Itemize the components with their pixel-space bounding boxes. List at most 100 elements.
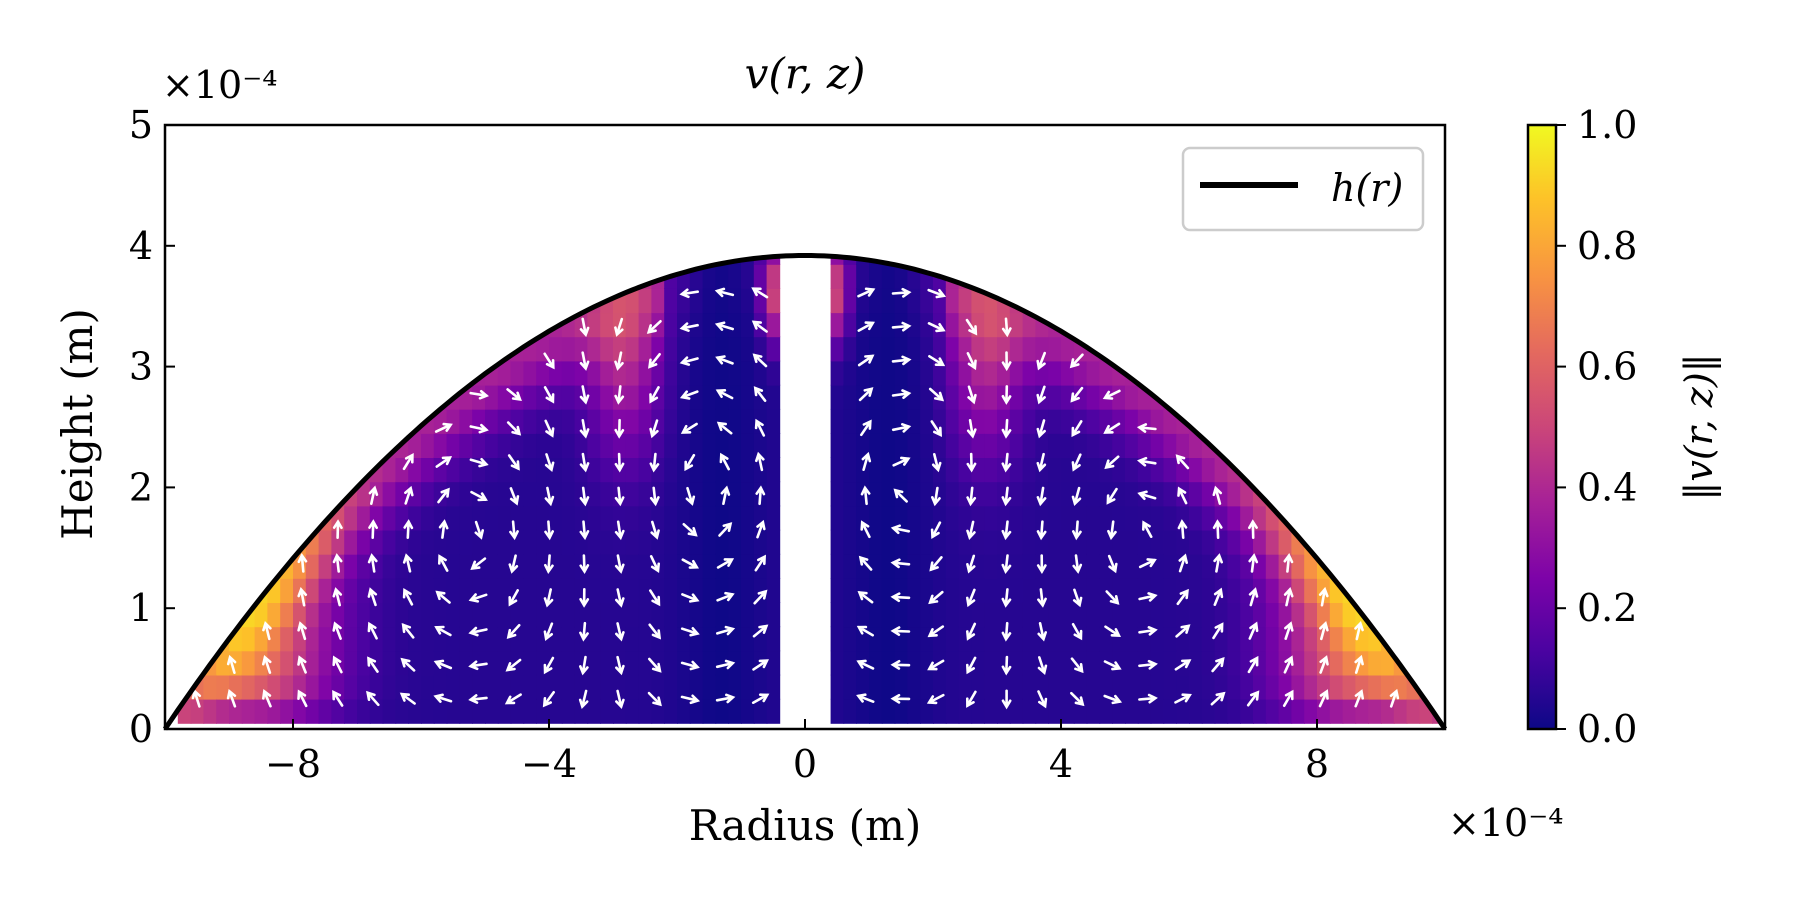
field-cell <box>920 674 934 700</box>
field-cell <box>446 602 461 628</box>
field-cell <box>1048 433 1062 458</box>
field-cell <box>830 650 845 676</box>
field-cell <box>651 384 665 410</box>
field-cell <box>587 626 601 652</box>
field-cell <box>1048 384 1062 410</box>
field-cell <box>728 481 742 507</box>
field-cell <box>677 408 691 434</box>
field-cell <box>357 553 371 579</box>
field-cell <box>421 602 435 628</box>
field-cell <box>357 481 371 507</box>
field-cell <box>664 433 678 458</box>
field-cell <box>869 553 883 579</box>
field-cell <box>216 698 230 724</box>
field-cell <box>1355 578 1369 603</box>
velocity-arrow <box>679 356 699 366</box>
velocity-arrow <box>1036 554 1047 575</box>
velocity-arrow <box>507 454 520 471</box>
field-cell <box>1125 529 1139 555</box>
field-cell <box>728 312 742 338</box>
velocity-arrow <box>649 486 660 507</box>
field-cell <box>1291 578 1305 603</box>
field-cell <box>958 626 973 652</box>
field-cell <box>485 602 499 628</box>
field-cell <box>357 602 371 628</box>
velocity-arrow <box>649 589 661 607</box>
field-cell <box>984 457 998 483</box>
field-cell <box>945 384 960 410</box>
field-cell <box>677 698 691 724</box>
field-cell <box>318 674 333 700</box>
field-cell <box>689 505 704 531</box>
colorbar-tick-label: 0.6 <box>1577 345 1637 389</box>
field-cell <box>1201 602 1216 628</box>
field-cell <box>1048 457 1062 483</box>
field-cell <box>446 529 461 555</box>
field-cell <box>344 553 358 579</box>
field-cell <box>1265 553 1280 579</box>
velocity-arrow <box>891 321 912 332</box>
field-cell <box>907 578 921 603</box>
field-cell <box>1406 650 1421 676</box>
velocity-arrow <box>890 660 911 670</box>
field-cell <box>382 578 397 603</box>
velocity-arrow <box>928 590 944 605</box>
colorbar-tick-label: 0.0 <box>1577 707 1637 751</box>
field-cell <box>485 650 499 676</box>
field-cell <box>216 650 230 676</box>
field-cell <box>702 578 717 603</box>
velocity-arrow <box>1247 655 1259 674</box>
velocity-arrow <box>1070 386 1084 403</box>
field-cell <box>741 529 755 555</box>
colorbar-gradient <box>1526 123 1558 731</box>
field-cell <box>907 602 921 628</box>
field-cell <box>446 433 461 458</box>
field-cell <box>1137 650 1152 676</box>
velocity-arrow <box>367 621 378 640</box>
field-cell <box>408 602 422 628</box>
field-cell <box>881 674 896 700</box>
field-cell <box>1163 650 1177 676</box>
velocity-arrow <box>614 385 625 405</box>
field-cell <box>382 529 397 555</box>
velocity-arrow <box>1072 588 1083 608</box>
velocity-arrow <box>649 452 660 473</box>
field-cell <box>357 578 371 603</box>
velocity-arrow <box>891 423 912 433</box>
field-cell <box>843 263 857 289</box>
velocity-arrow <box>928 387 945 402</box>
velocity-arrow <box>332 519 343 539</box>
field-cell <box>869 384 883 410</box>
velocity-arrow <box>1069 353 1084 369</box>
field-cell <box>920 698 934 724</box>
field-cell <box>1125 650 1139 676</box>
field-cell <box>1086 433 1101 458</box>
field-cell <box>1150 650 1165 676</box>
field-cell <box>600 626 614 652</box>
field-cell <box>664 384 678 410</box>
field-cell <box>574 626 589 652</box>
field-cell <box>638 529 653 555</box>
field-cell <box>1009 505 1024 531</box>
field-cell <box>702 255 717 265</box>
y-tick-label: 3 <box>129 345 153 389</box>
field-cell <box>728 650 742 676</box>
field-cell <box>1355 698 1369 724</box>
field-cell <box>638 602 653 628</box>
field-cell <box>344 698 358 724</box>
field-cell <box>587 457 601 483</box>
field-cell <box>741 408 755 434</box>
field-cell <box>1061 433 1075 458</box>
field-cell <box>728 698 742 724</box>
velocity-arrow <box>893 488 908 503</box>
field-cell <box>1176 674 1190 700</box>
field-cell <box>869 288 883 314</box>
field-cell <box>587 602 601 628</box>
field-cell <box>958 288 973 314</box>
field-cell <box>766 263 781 289</box>
field-cell <box>497 529 512 555</box>
field-cell <box>1048 602 1062 628</box>
velocity-arrow <box>892 456 911 467</box>
field-cell <box>830 336 845 362</box>
velocity-arrow <box>468 660 488 671</box>
